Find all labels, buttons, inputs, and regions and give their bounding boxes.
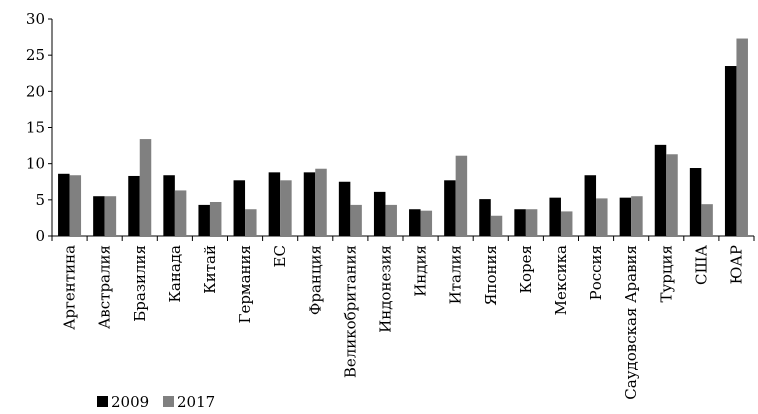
y-tick-label: 15 xyxy=(26,119,45,137)
bar-2009-10 xyxy=(409,209,421,236)
x-category-label: Италия xyxy=(447,245,465,304)
bar-2017-19 xyxy=(736,38,748,236)
bar-2009-11 xyxy=(444,180,456,236)
x-category-label: Канада xyxy=(166,245,184,303)
x-category-label: Мексика xyxy=(552,245,570,315)
x-category-label: ЮАР xyxy=(727,245,745,284)
x-tick-labels: Аргентина Австралия Бразилия Канада Китай Гер… xyxy=(61,244,746,399)
bar-2017-0 xyxy=(69,175,82,236)
bar-2017-18 xyxy=(701,204,713,236)
x-category-label: Россия xyxy=(587,245,605,300)
legend-swatch-2009 xyxy=(97,396,108,407)
bar-2017-2 xyxy=(139,139,152,236)
bar-2009-5 xyxy=(233,180,246,236)
bar-2009-9 xyxy=(373,191,386,236)
bar-2017-10 xyxy=(420,210,433,236)
bar-2009-0 xyxy=(58,173,70,236)
bar-2017-11 xyxy=(455,155,468,236)
axes-layer xyxy=(48,18,755,241)
x-category-label: ЕС xyxy=(271,245,289,267)
bar-2017-7 xyxy=(315,168,327,236)
bar-2009-1 xyxy=(93,196,105,236)
bar-2009-4 xyxy=(198,204,210,236)
bar-2009-17 xyxy=(654,144,667,236)
legend-label-2017: 2017 xyxy=(177,393,215,411)
x-category-label: Индия xyxy=(412,245,430,297)
y-tick-label: 30 xyxy=(26,10,45,28)
x-category-label: Австралия xyxy=(96,245,114,329)
x-category-label: Китай xyxy=(201,245,219,294)
x-category-label: Япония xyxy=(482,245,500,306)
bar-2017-1 xyxy=(104,196,117,236)
bar-2017-4 xyxy=(209,202,222,236)
bar-2009-15 xyxy=(584,175,597,236)
bar-2009-18 xyxy=(689,168,702,236)
y-tick-label: 25 xyxy=(26,46,45,64)
x-category-label: Аргентина xyxy=(61,245,79,330)
bar-2009-3 xyxy=(163,175,175,236)
y-tick-label: 20 xyxy=(26,82,45,100)
bar-2017-6 xyxy=(280,180,292,236)
bar-2017-14 xyxy=(560,211,573,236)
bar-2017-15 xyxy=(596,198,608,236)
bar-2009-8 xyxy=(338,181,351,236)
bar-2009-13 xyxy=(514,209,526,236)
y-tick-label: 10 xyxy=(26,155,45,173)
legend-swatch-2017 xyxy=(163,396,174,407)
x-category-label: Корея xyxy=(517,245,535,294)
x-category-label: США xyxy=(692,244,710,285)
bar-2009-2 xyxy=(128,175,140,236)
bar-2009-19 xyxy=(724,66,737,237)
y-tick-label: 0 xyxy=(35,227,45,245)
x-category-label: Великобритания xyxy=(341,245,359,378)
bar-2009-6 xyxy=(268,172,281,236)
bars-layer xyxy=(58,38,748,237)
x-category-label: Турция xyxy=(657,245,675,303)
legend: 2009 2017 xyxy=(97,393,215,411)
bar-2009-7 xyxy=(303,172,316,236)
bar-2017-9 xyxy=(385,204,397,236)
bar-2017-3 xyxy=(174,190,187,236)
bar-2017-16 xyxy=(631,196,643,236)
bar-2009-14 xyxy=(549,197,561,236)
bar-2009-16 xyxy=(619,197,632,236)
x-category-label: Бразилия xyxy=(131,245,149,322)
bar-2017-12 xyxy=(490,215,503,236)
legend-label-2009: 2009 xyxy=(111,393,149,411)
bar-2009-12 xyxy=(479,199,491,236)
y-tick-label: 5 xyxy=(35,191,45,209)
x-category-label: Саудовская Аравия xyxy=(622,245,640,400)
x-category-label: Германия xyxy=(236,245,254,323)
bar-2017-13 xyxy=(525,209,538,236)
x-category-label: Франция xyxy=(306,245,324,315)
x-category-label: Индонезия xyxy=(376,245,394,333)
bar-2017-17 xyxy=(666,154,678,236)
bar-2017-8 xyxy=(350,204,362,236)
bar-2017-5 xyxy=(245,209,257,236)
y-tick-labels: 0 5 10 15 20 25 30 xyxy=(26,10,45,245)
